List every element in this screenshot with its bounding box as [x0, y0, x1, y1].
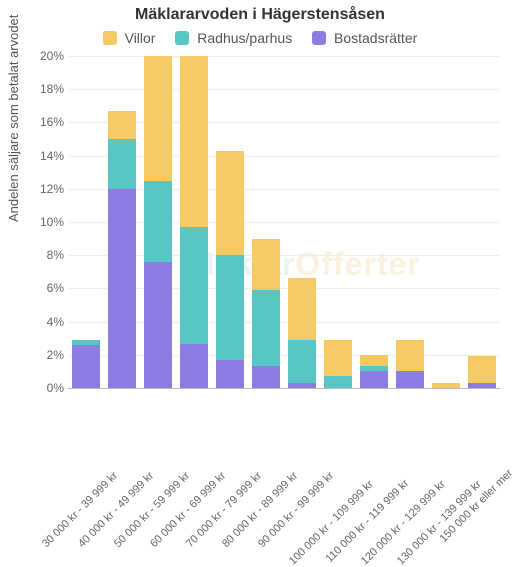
bar-segment	[216, 151, 245, 256]
bar-segment	[468, 383, 497, 388]
y-tick-label: 14%	[24, 149, 64, 163]
bar-segment	[252, 366, 281, 388]
bar-segment	[288, 383, 317, 388]
bar-group	[356, 56, 392, 388]
bar-segment	[180, 56, 209, 227]
bar-stack	[216, 151, 245, 388]
chart-legend: Villor Radhus/parhus Bostadsrätter	[0, 30, 520, 46]
bar-segment	[288, 278, 317, 339]
y-tick-label: 20%	[24, 49, 64, 63]
bar-segment	[144, 262, 173, 388]
axis-baseline	[68, 388, 500, 389]
bar-segment	[252, 239, 281, 290]
bar-segment	[468, 356, 497, 383]
bar-segment	[432, 383, 461, 388]
y-tick-label: 16%	[24, 115, 64, 129]
legend-swatch-radhus	[175, 31, 189, 45]
bar-segment	[108, 189, 137, 388]
bar-segment	[180, 227, 209, 343]
legend-swatch-bostad	[312, 31, 326, 45]
bar-segment	[360, 371, 389, 388]
bar-segment	[360, 355, 389, 367]
bar-stack	[360, 355, 389, 388]
bar-segment	[180, 344, 209, 388]
y-tick-label: 0%	[24, 381, 64, 395]
bar-stack	[252, 239, 281, 388]
bar-segment	[144, 56, 173, 181]
legend-swatch-villor	[103, 31, 117, 45]
bar-group	[320, 56, 356, 388]
bar-segment	[144, 181, 173, 261]
y-tick-label: 8%	[24, 248, 64, 262]
bar-stack	[324, 340, 353, 388]
bar-group	[176, 56, 212, 388]
plot-area: MäklarOfferter	[68, 56, 500, 388]
chart-container: Mäklararvoden i Hägerstensåsen Villor Ra…	[0, 0, 520, 520]
bar-segment	[216, 360, 245, 388]
y-tick-label: 10%	[24, 215, 64, 229]
bar-stack	[432, 383, 461, 388]
y-axis-label: Andelen säljare som betalat arvodet	[6, 15, 21, 222]
bar-stack	[288, 278, 317, 388]
chart-title: Mäklararvoden i Hägerstensåsen	[0, 6, 520, 24]
legend-label: Bostadsrätter	[334, 30, 417, 46]
bar-segment	[324, 376, 353, 388]
bar-segment	[396, 340, 425, 372]
bar-segment	[216, 255, 245, 360]
legend-label: Villor	[125, 30, 156, 46]
bar-group	[392, 56, 428, 388]
x-axis-labels: 30 000 kr - 39 999 kr40 000 kr - 49 999 …	[68, 392, 500, 516]
bar-segment	[324, 340, 353, 377]
bar-group	[428, 56, 464, 388]
bar-segment	[108, 111, 137, 139]
bar-segment	[396, 371, 425, 388]
legend-label: Radhus/parhus	[197, 30, 292, 46]
legend-item-radhus: Radhus/parhus	[175, 30, 292, 46]
bar-stack	[144, 56, 173, 388]
bar-stack	[396, 340, 425, 388]
bar-segment	[288, 340, 317, 383]
y-tick-label: 4%	[24, 315, 64, 329]
bar-stack	[180, 56, 209, 388]
bar-stack	[108, 111, 137, 388]
y-tick-label: 18%	[24, 82, 64, 96]
bar-stack	[72, 340, 101, 388]
bar-group	[140, 56, 176, 388]
y-tick-label: 6%	[24, 281, 64, 295]
bar-group	[104, 56, 140, 388]
bar-group	[248, 56, 284, 388]
y-tick-label: 12%	[24, 182, 64, 196]
bar-group	[68, 56, 104, 388]
bar-group	[284, 56, 320, 388]
bar-segment	[108, 139, 137, 189]
bar-stack	[468, 356, 497, 388]
legend-item-villor: Villor	[103, 30, 156, 46]
bar-group	[212, 56, 248, 388]
bar-group	[464, 56, 500, 388]
y-tick-label: 2%	[24, 348, 64, 362]
bar-segment	[252, 290, 281, 366]
bar-segment	[72, 345, 101, 388]
legend-item-bostad: Bostadsrätter	[312, 30, 417, 46]
